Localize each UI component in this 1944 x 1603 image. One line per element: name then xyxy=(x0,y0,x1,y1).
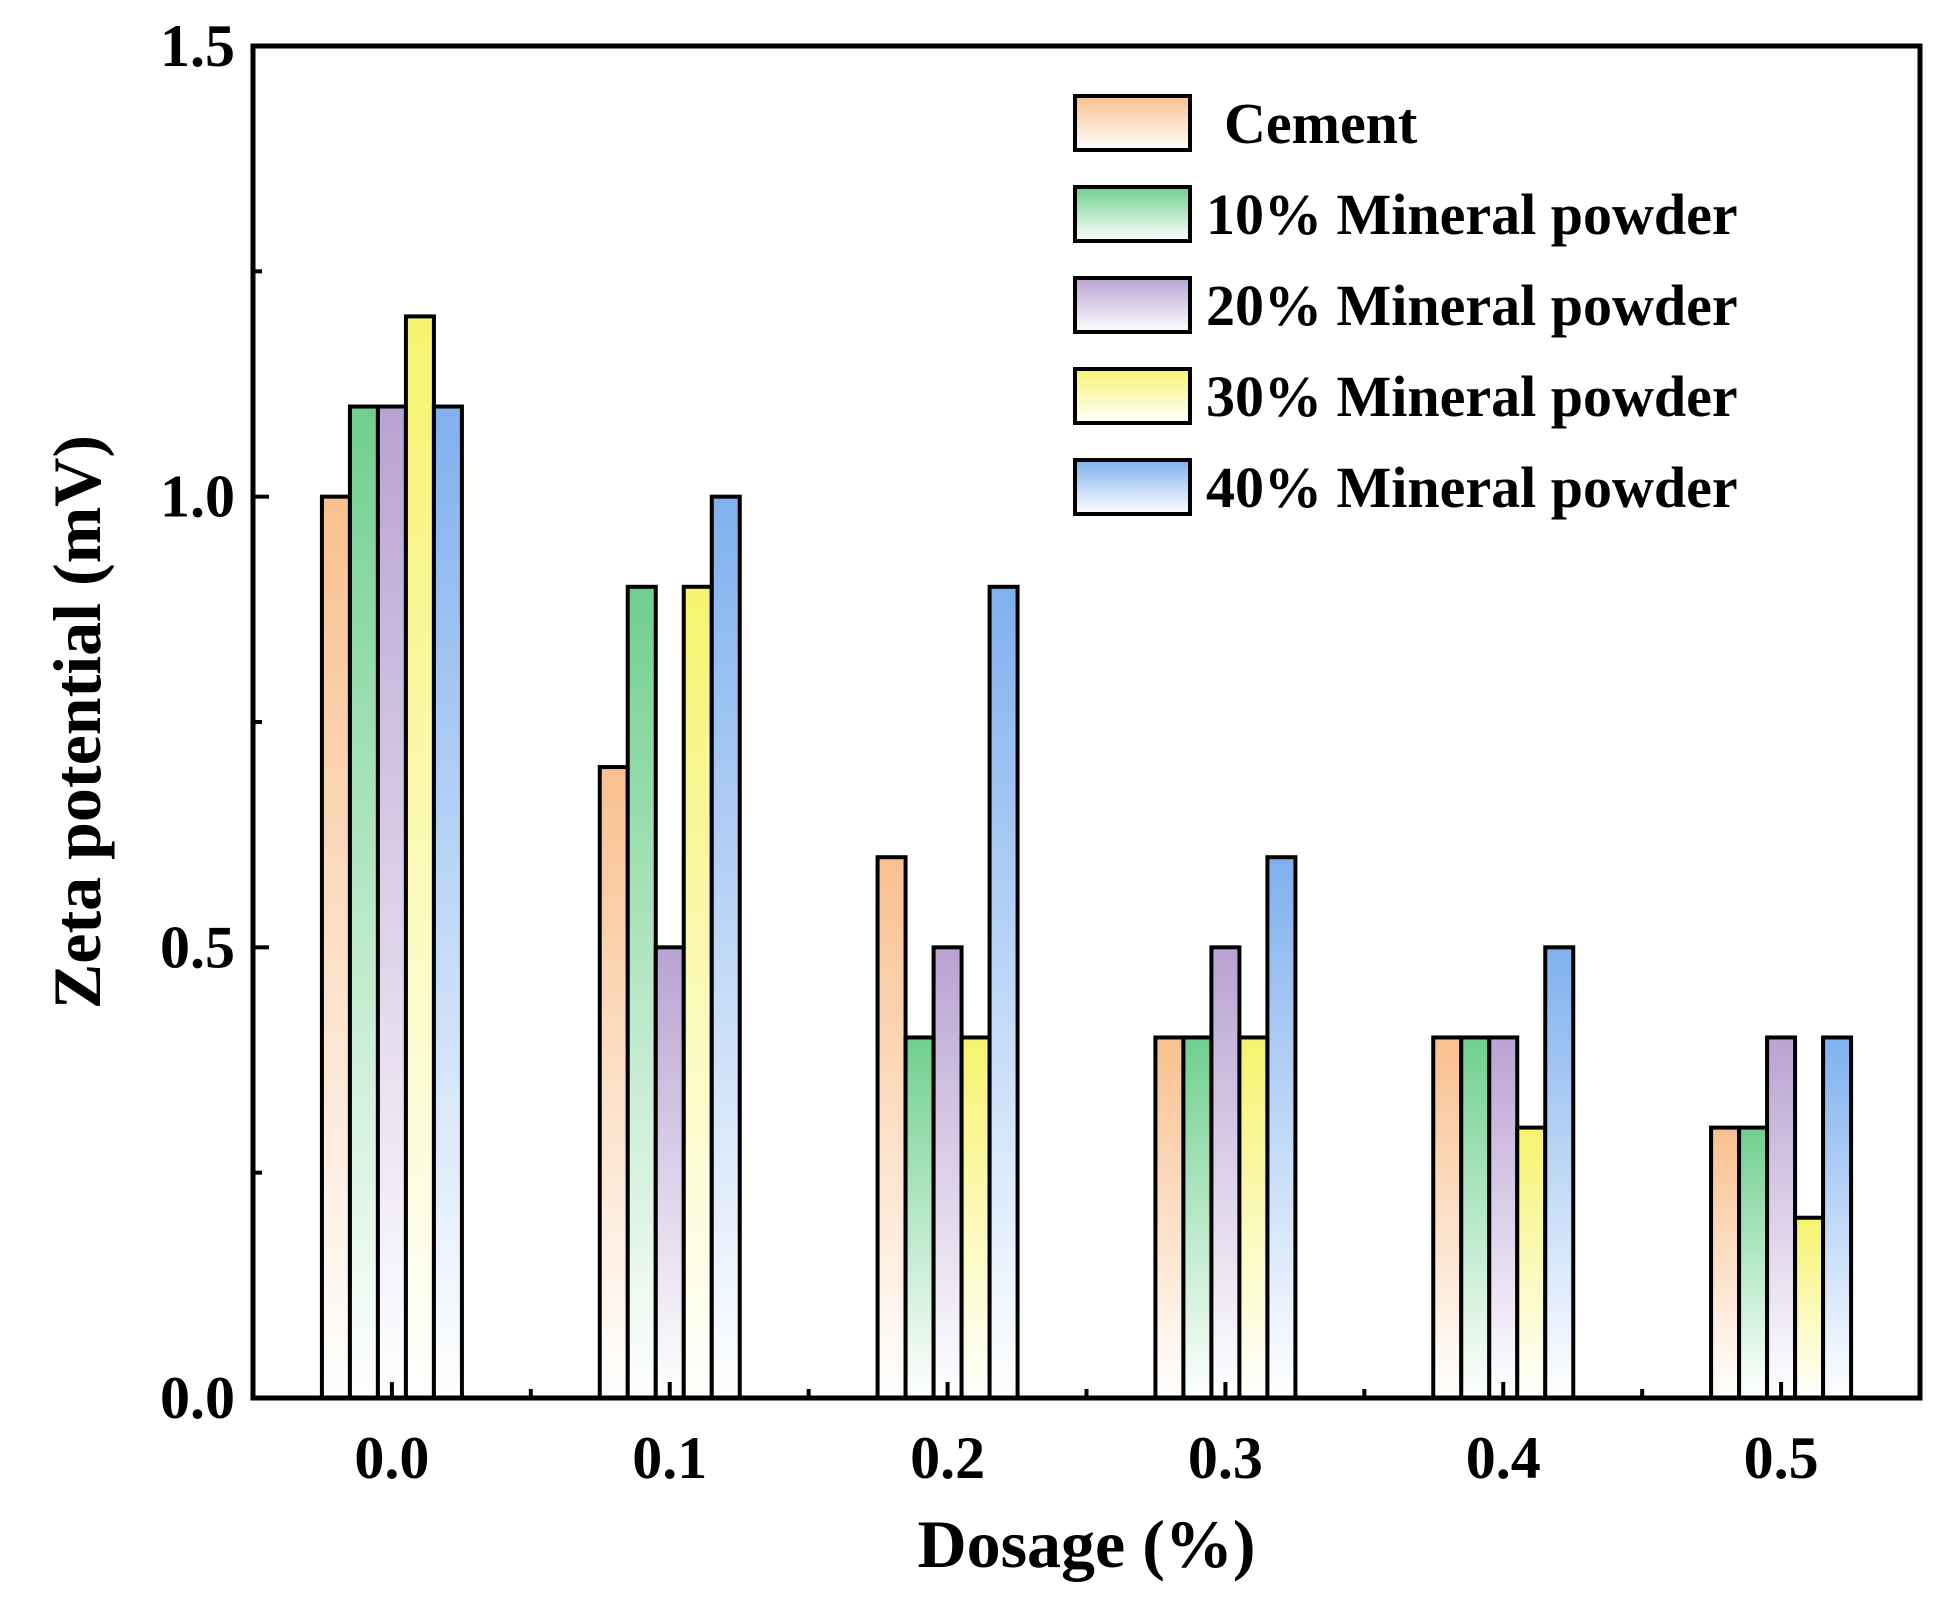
legend-swatch xyxy=(1073,276,1192,334)
legend-swatch xyxy=(1073,185,1192,243)
bar-40-mineral-powder-0.3 xyxy=(1265,855,1298,1400)
y-tick-label: 0.5 xyxy=(160,914,235,980)
bar-10-mineral-powder-0.1 xyxy=(625,584,658,1400)
bar-40-mineral-powder-0.5 xyxy=(1821,1035,1854,1400)
bar-30-mineral-powder-0.0 xyxy=(403,314,436,1400)
bar-30-mineral-powder-0.3 xyxy=(1237,1035,1270,1400)
x-tick-label: 0.5 xyxy=(1744,1425,1819,1491)
bar-20-mineral-powder-0.4 xyxy=(1487,1035,1520,1400)
bar-10-mineral-powder-0.5 xyxy=(1737,1125,1770,1400)
legend-swatch xyxy=(1073,94,1192,152)
legend-label: 40% Mineral powder xyxy=(1206,455,1738,520)
legend-label: 10% Mineral powder xyxy=(1206,182,1738,247)
ticks-layer: 0.0 0.5 1.0 1.5 0.0 0.1 0.2 0.3 0.4 0.5 xyxy=(160,13,1819,1491)
bar-40-mineral-powder-0.1 xyxy=(709,494,742,1400)
x-axis-title: Dosage (%) xyxy=(917,1506,1255,1582)
legend: Cement 10% Mineral powder 20% Mineral powd… xyxy=(1073,91,1738,520)
legend-label: Cement xyxy=(1224,91,1418,156)
bar-10-mineral-powder-0.3 xyxy=(1181,1035,1214,1400)
bar-10-mineral-powder-0.0 xyxy=(347,404,380,1400)
bar-10-mineral-powder-0.4 xyxy=(1459,1035,1492,1400)
y-tick-label: 1.0 xyxy=(160,464,235,530)
plot-frame xyxy=(250,43,1923,1401)
y-tick-label: 1.5 xyxy=(160,13,235,79)
legend-label: 20% Mineral powder xyxy=(1206,273,1738,338)
bar-cement-0.1 xyxy=(597,765,630,1400)
legend-swatch xyxy=(1073,367,1192,425)
bar-20-mineral-powder-0.5 xyxy=(1765,1035,1798,1400)
bar-20-mineral-powder-0.3 xyxy=(1209,945,1242,1400)
x-tick-label: 0.3 xyxy=(1188,1425,1263,1491)
bar-20-mineral-powder-0.1 xyxy=(653,945,686,1400)
bar-40-mineral-powder-0.4 xyxy=(1543,945,1576,1400)
bar-20-mineral-powder-0.0 xyxy=(375,404,408,1400)
bar-cement-0.5 xyxy=(1709,1125,1742,1400)
x-tick-label: 0.1 xyxy=(632,1425,707,1491)
x-tick-label: 0.2 xyxy=(910,1425,985,1491)
bar-20-mineral-powder-0.2 xyxy=(931,945,964,1400)
bar-30-mineral-powder-0.4 xyxy=(1515,1125,1548,1400)
bar-40-mineral-powder-0.2 xyxy=(987,584,1020,1400)
bar-10-mineral-powder-0.2 xyxy=(903,1035,936,1400)
legend-swatch xyxy=(1073,458,1192,516)
x-tick-label: 0.4 xyxy=(1466,1425,1541,1491)
y-tick-label: 0.0 xyxy=(160,1365,235,1431)
bar-cement-0.2 xyxy=(875,855,908,1400)
bar-cement-0.0 xyxy=(319,494,352,1400)
legend-label: 30% Mineral powder xyxy=(1206,364,1738,429)
bar-30-mineral-powder-0.1 xyxy=(681,584,714,1400)
bar-30-mineral-powder-0.5 xyxy=(1793,1215,1826,1400)
bar-cement-0.4 xyxy=(1431,1035,1464,1400)
bar-40-mineral-powder-0.0 xyxy=(431,404,464,1400)
bar-cement-0.3 xyxy=(1153,1035,1186,1400)
y-axis-title: Zeta potential (mV) xyxy=(39,435,115,1009)
bar-30-mineral-powder-0.2 xyxy=(959,1035,992,1400)
bars-layer xyxy=(319,314,1854,1400)
x-tick-label: 0.0 xyxy=(354,1425,429,1491)
